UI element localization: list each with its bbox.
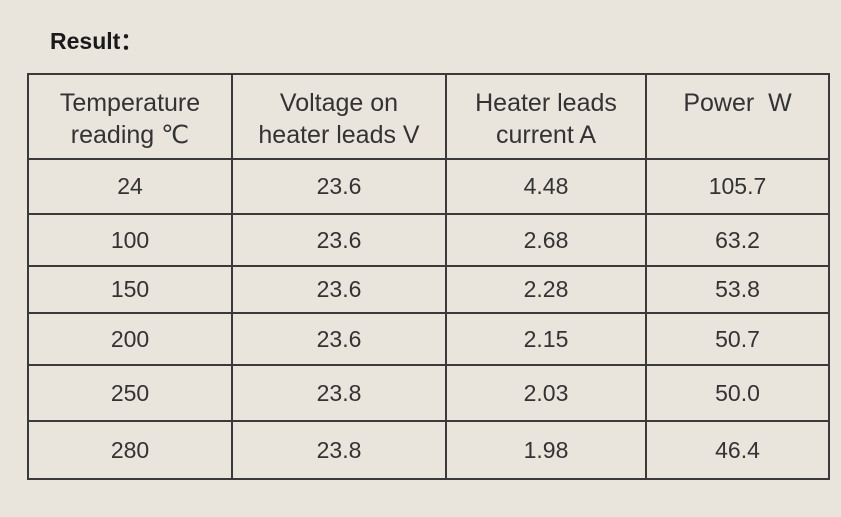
header-line: Voltage on bbox=[279, 89, 399, 117]
header-line: current A bbox=[495, 121, 597, 149]
table-cell: 23.6 bbox=[231, 312, 447, 366]
header-line: Heater leads bbox=[475, 89, 617, 117]
table-cell: 4.48 bbox=[445, 158, 647, 215]
table-cell: 24 bbox=[27, 158, 233, 215]
table-cell: 23.6 bbox=[231, 265, 447, 314]
table-cell: 63.2 bbox=[645, 213, 830, 267]
table-row: 150 23.6 2.28 53.8 bbox=[27, 265, 830, 314]
header-row: Temperature reading ℃ Voltage on heater lea… bbox=[27, 73, 830, 160]
table-cell: 200 bbox=[27, 312, 233, 366]
table-cell: 53.8 bbox=[645, 265, 830, 314]
table-cell: 50.0 bbox=[645, 364, 830, 422]
table-cell: 23.6 bbox=[231, 158, 447, 215]
header-line: Power W bbox=[683, 89, 792, 117]
header-cell: Heater leads current A bbox=[445, 73, 647, 160]
table-cell: 2.68 bbox=[445, 213, 647, 267]
title: Result： bbox=[50, 28, 144, 54]
header-cell: Voltage on heater leads V bbox=[231, 73, 447, 160]
header-cell: Power W bbox=[645, 73, 830, 160]
table-cell: 2.03 bbox=[445, 364, 647, 422]
table-cell: 23.6 bbox=[231, 213, 447, 267]
table-cell: 46.4 bbox=[645, 420, 830, 480]
table-cell: 105.7 bbox=[645, 158, 830, 215]
table-cell: 100 bbox=[27, 213, 233, 267]
table-row: 100 23.6 2.68 63.2 bbox=[27, 213, 830, 267]
table-row: 200 23.6 2.15 50.7 bbox=[27, 312, 830, 366]
table-cell: 50.7 bbox=[645, 312, 830, 366]
table-cell: 2.28 bbox=[445, 265, 647, 314]
table-cell: 23.8 bbox=[231, 420, 447, 480]
table-row: 280 23.8 1.98 46.4 bbox=[27, 420, 830, 480]
header-line: heater leads V bbox=[258, 121, 420, 149]
table-row: 24 23.6 4.48 105.7 bbox=[27, 158, 830, 215]
result-table: Temperature reading ℃ Voltage on heater lea… bbox=[27, 73, 830, 480]
header-line: reading ℃ bbox=[70, 121, 190, 149]
header-line: Temperature bbox=[59, 89, 201, 117]
table-row: 250 23.8 2.03 50.0 bbox=[27, 364, 830, 422]
table-cell: 2.15 bbox=[445, 312, 647, 366]
table-cell: 250 bbox=[27, 364, 233, 422]
table-body: 24 23.6 4.48 105.7 100 23.6 2.68 63.2 150 23.6 2.2… bbox=[27, 158, 830, 480]
table-cell: 1.98 bbox=[445, 420, 647, 480]
table-cell: 280 bbox=[27, 420, 233, 480]
table-cell: 23.8 bbox=[231, 364, 447, 422]
header-cell: Temperature reading ℃ bbox=[27, 73, 233, 160]
table-cell: 150 bbox=[27, 265, 233, 314]
